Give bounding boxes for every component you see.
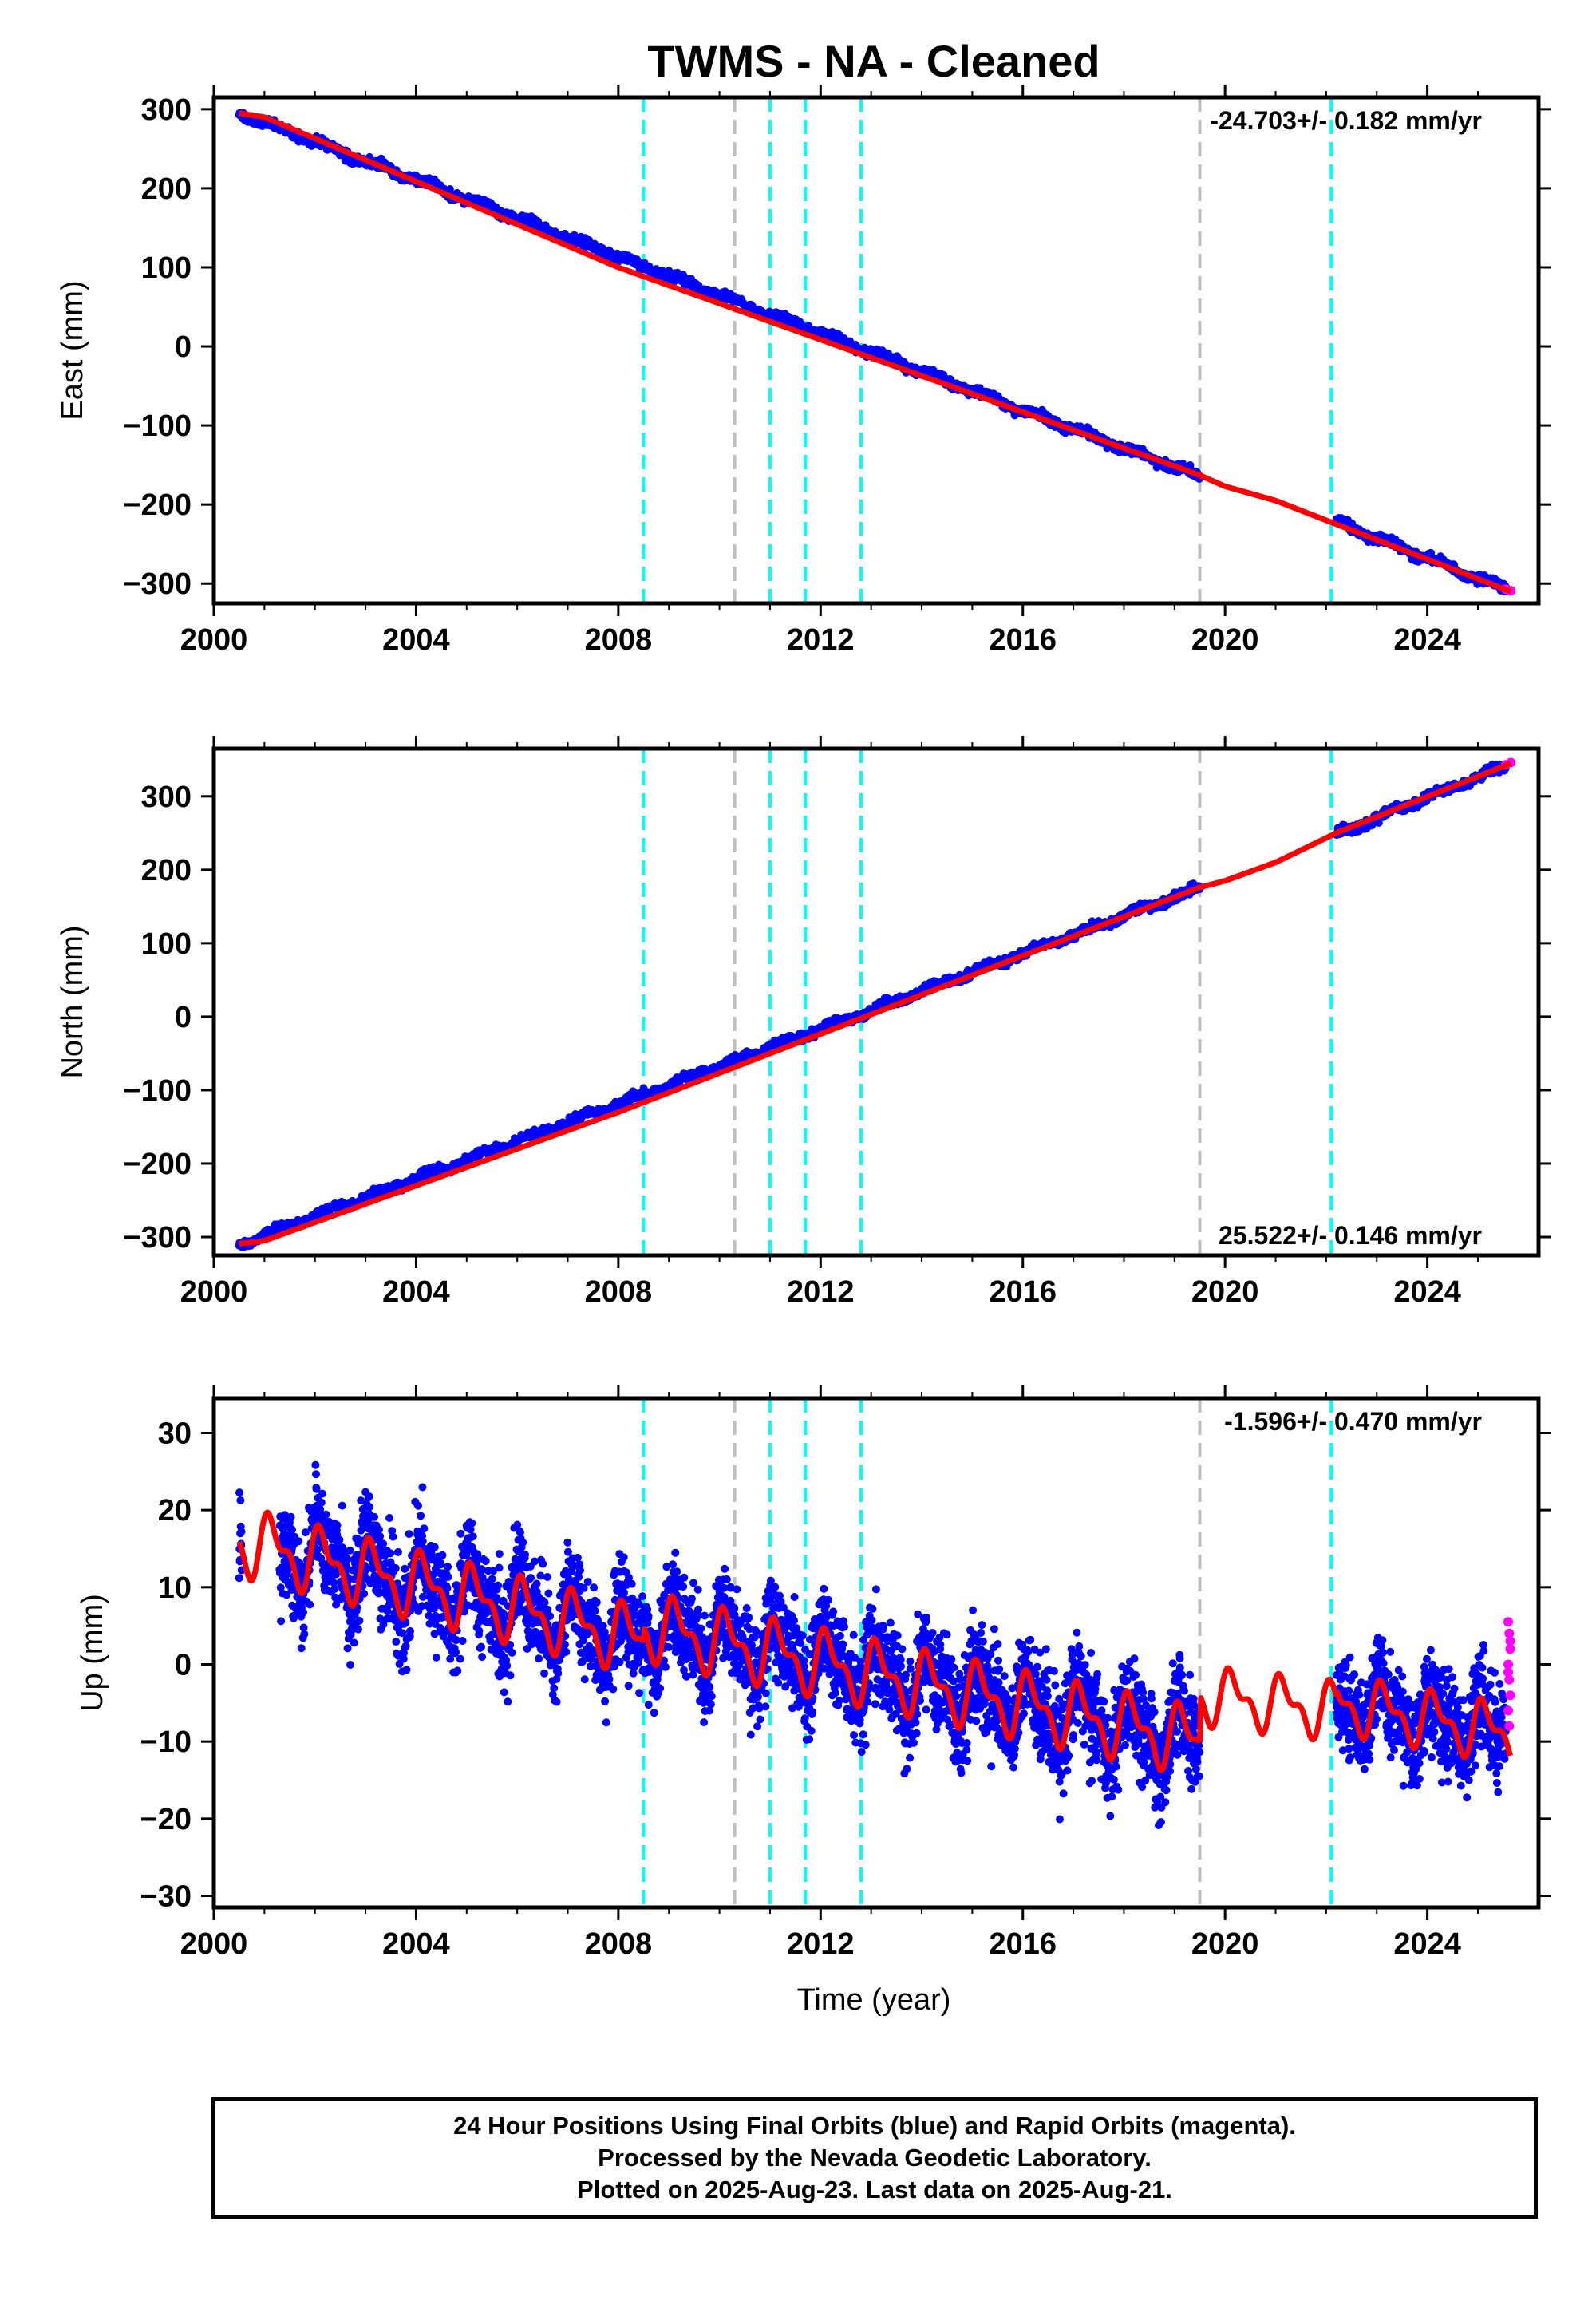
chart-title: TWMS - NA - Cleaned — [647, 36, 1100, 86]
x-tick-label: 2008 — [585, 1275, 653, 1309]
y-tick-label: 200 — [141, 854, 192, 887]
y-tick-label: 300 — [141, 93, 192, 127]
data-point — [288, 1525, 296, 1534]
y-tick-label: 100 — [141, 251, 192, 285]
data-point — [333, 1521, 342, 1529]
final-orbit-points — [235, 760, 1510, 1252]
x-tick-label: 2000 — [180, 1275, 248, 1309]
y-axis-label: North (mm) — [56, 925, 89, 1078]
data-point — [237, 1528, 246, 1536]
y-tick-label: −100 — [123, 409, 192, 443]
final-orbit-points — [235, 109, 1510, 596]
panel-2: 2000 2004 2008 2012 2016 2020 2024 300 200 100 0 −1… — [56, 736, 1551, 1309]
x-tick-label: 2016 — [989, 1275, 1057, 1309]
data-point — [300, 1630, 309, 1638]
y-tick-label: −300 — [123, 567, 192, 601]
data-point — [286, 1512, 295, 1521]
data-point — [318, 1489, 326, 1498]
y-tick-label: 300 — [141, 781, 192, 814]
x-tick-label: 2020 — [1191, 623, 1259, 657]
y-tick-label: 100 — [141, 927, 192, 961]
data-point — [312, 1470, 320, 1479]
x-tick-label: 2024 — [1393, 623, 1461, 657]
y-axis-label: East (mm) — [56, 280, 89, 420]
y-tick-label: −200 — [123, 1148, 192, 1181]
x-tick-label: 2020 — [1191, 1275, 1259, 1309]
x-tick-label: 2000 — [180, 623, 248, 657]
y-tick-label: −200 — [123, 488, 192, 522]
data-point — [338, 1543, 347, 1552]
y-tick-label: 0 — [175, 330, 192, 364]
data-point — [343, 1555, 351, 1564]
data-point — [299, 1608, 307, 1617]
data-point — [346, 1546, 354, 1555]
data-point — [317, 1498, 326, 1507]
data-point — [322, 1510, 330, 1519]
data-point — [311, 1460, 320, 1469]
y-tick-label: −300 — [123, 1221, 192, 1255]
data-point — [335, 1535, 344, 1544]
x-tick-label: 2016 — [989, 623, 1057, 657]
data-point — [306, 1600, 314, 1609]
y-tick-label: −100 — [123, 1074, 192, 1108]
y-tick-label: 200 — [141, 172, 192, 206]
y-tick-label: 0 — [175, 1001, 192, 1034]
data-point — [338, 1501, 346, 1510]
data-point — [236, 1496, 245, 1504]
data-point — [294, 1537, 303, 1546]
data-point — [277, 1617, 286, 1626]
data-point — [297, 1644, 306, 1653]
x-tick-label: 2004 — [382, 623, 450, 657]
data-point — [235, 1488, 243, 1497]
data-point — [343, 1644, 352, 1653]
data-point — [330, 1585, 339, 1593]
x-tick-label: 2024 — [1393, 1275, 1461, 1309]
panel-3: 2000 2004 2008 2012 2016 2020 20243020100−10−2… — [76, 1385, 1551, 1961]
x-tick-label: 2008 — [585, 623, 653, 657]
x-tick-label: 2012 — [787, 1275, 855, 1309]
x-tick-label: 2012 — [787, 623, 855, 657]
panel-1: 2000 2004 2008 2012 2016 2020 2024 300 200 100 0 −1… — [56, 85, 1551, 657]
data-point — [235, 1574, 243, 1583]
x-tick-label: 2004 — [382, 1275, 450, 1309]
rate-label: 25.522+/- 0.146 mm/yr — [1219, 1221, 1482, 1250]
rate-label: -24.703+/- 0.182 mm/yr — [1210, 106, 1482, 135]
